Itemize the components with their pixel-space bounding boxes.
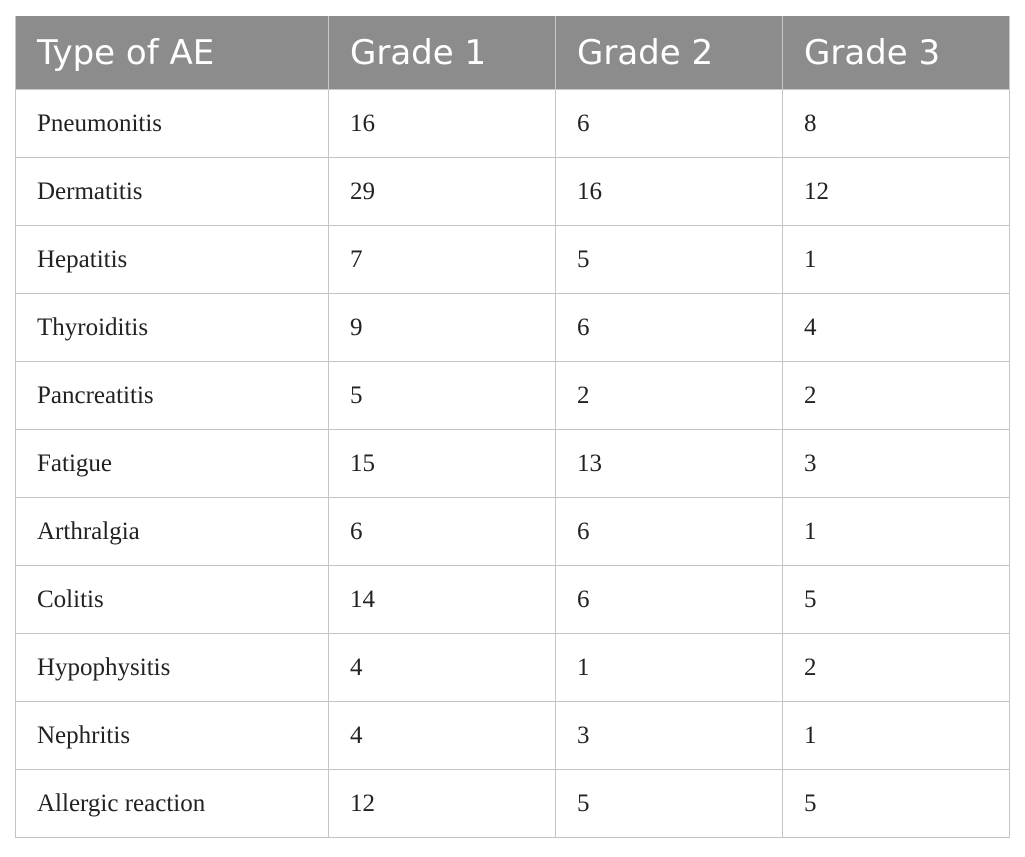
table-row: Colitis 14 6 5 (15, 565, 1010, 634)
cell-grade-1: 5 (328, 361, 556, 430)
header-grade-1: Grade 1 (328, 16, 556, 90)
header-grade-3: Grade 3 (782, 16, 1010, 90)
cell-grade-1: 16 (328, 89, 556, 158)
cell-grade-2: 3 (555, 701, 783, 770)
cell-grade-3: 5 (782, 565, 1010, 634)
table-row: Arthralgia 6 6 1 (15, 497, 1010, 566)
cell-grade-2: 6 (555, 293, 783, 362)
cell-grade-3: 4 (782, 293, 1010, 362)
table-row: Fatigue 15 13 3 (15, 429, 1010, 498)
cell-grade-3: 3 (782, 429, 1010, 498)
cell-ae-type: Pancreatitis (15, 361, 329, 430)
cell-ae-type: Dermatitis (15, 157, 329, 226)
cell-grade-3: 1 (782, 701, 1010, 770)
adverse-events-table-container: Type of AE Grade 1 Grade 2 Grade 3 Pneum… (15, 16, 1010, 838)
cell-grade-3: 12 (782, 157, 1010, 226)
cell-grade-2: 1 (555, 633, 783, 702)
cell-grade-1: 4 (328, 633, 556, 702)
cell-grade-1: 7 (328, 225, 556, 294)
cell-ae-type: Colitis (15, 565, 329, 634)
table-header: Type of AE Grade 1 Grade 2 Grade 3 (15, 16, 1010, 90)
header-type-of-ae: Type of AE (15, 16, 329, 90)
cell-grade-2: 6 (555, 89, 783, 158)
cell-grade-3: 1 (782, 225, 1010, 294)
cell-grade-1: 29 (328, 157, 556, 226)
cell-grade-3: 8 (782, 89, 1010, 158)
table-body: Pneumonitis 16 6 8 Dermatitis 29 16 12 H… (15, 89, 1010, 838)
cell-grade-3: 1 (782, 497, 1010, 566)
cell-grade-1: 9 (328, 293, 556, 362)
cell-ae-type: Pneumonitis (15, 89, 329, 158)
cell-grade-1: 4 (328, 701, 556, 770)
cell-ae-type: Allergic reaction (15, 769, 329, 838)
cell-grade-2: 6 (555, 497, 783, 566)
cell-grade-2: 6 (555, 565, 783, 634)
header-grade-2: Grade 2 (555, 16, 783, 90)
cell-ae-type: Thyroiditis (15, 293, 329, 362)
table-row: Thyroiditis 9 6 4 (15, 293, 1010, 362)
cell-ae-type: Hepatitis (15, 225, 329, 294)
cell-grade-1: 15 (328, 429, 556, 498)
cell-grade-2: 13 (555, 429, 783, 498)
header-row: Type of AE Grade 1 Grade 2 Grade 3 (15, 16, 1010, 90)
cell-grade-2: 5 (555, 225, 783, 294)
cell-grade-3: 2 (782, 361, 1010, 430)
cell-ae-type: Arthralgia (15, 497, 329, 566)
table-row: Allergic reaction 12 5 5 (15, 769, 1010, 838)
table-row: Dermatitis 29 16 12 (15, 157, 1010, 226)
table-row: Pneumonitis 16 6 8 (15, 89, 1010, 158)
table-row: Pancreatitis 5 2 2 (15, 361, 1010, 430)
cell-grade-3: 5 (782, 769, 1010, 838)
table-row: Hepatitis 7 5 1 (15, 225, 1010, 294)
cell-grade-1: 12 (328, 769, 556, 838)
cell-ae-type: Fatigue (15, 429, 329, 498)
adverse-events-table: Type of AE Grade 1 Grade 2 Grade 3 Pneum… (15, 16, 1010, 838)
cell-grade-2: 5 (555, 769, 783, 838)
cell-ae-type: Hypophysitis (15, 633, 329, 702)
cell-grade-2: 2 (555, 361, 783, 430)
cell-grade-2: 16 (555, 157, 783, 226)
cell-grade-1: 6 (328, 497, 556, 566)
table-row: Hypophysitis 4 1 2 (15, 633, 1010, 702)
cell-ae-type: Nephritis (15, 701, 329, 770)
table-row: Nephritis 4 3 1 (15, 701, 1010, 770)
cell-grade-1: 14 (328, 565, 556, 634)
cell-grade-3: 2 (782, 633, 1010, 702)
